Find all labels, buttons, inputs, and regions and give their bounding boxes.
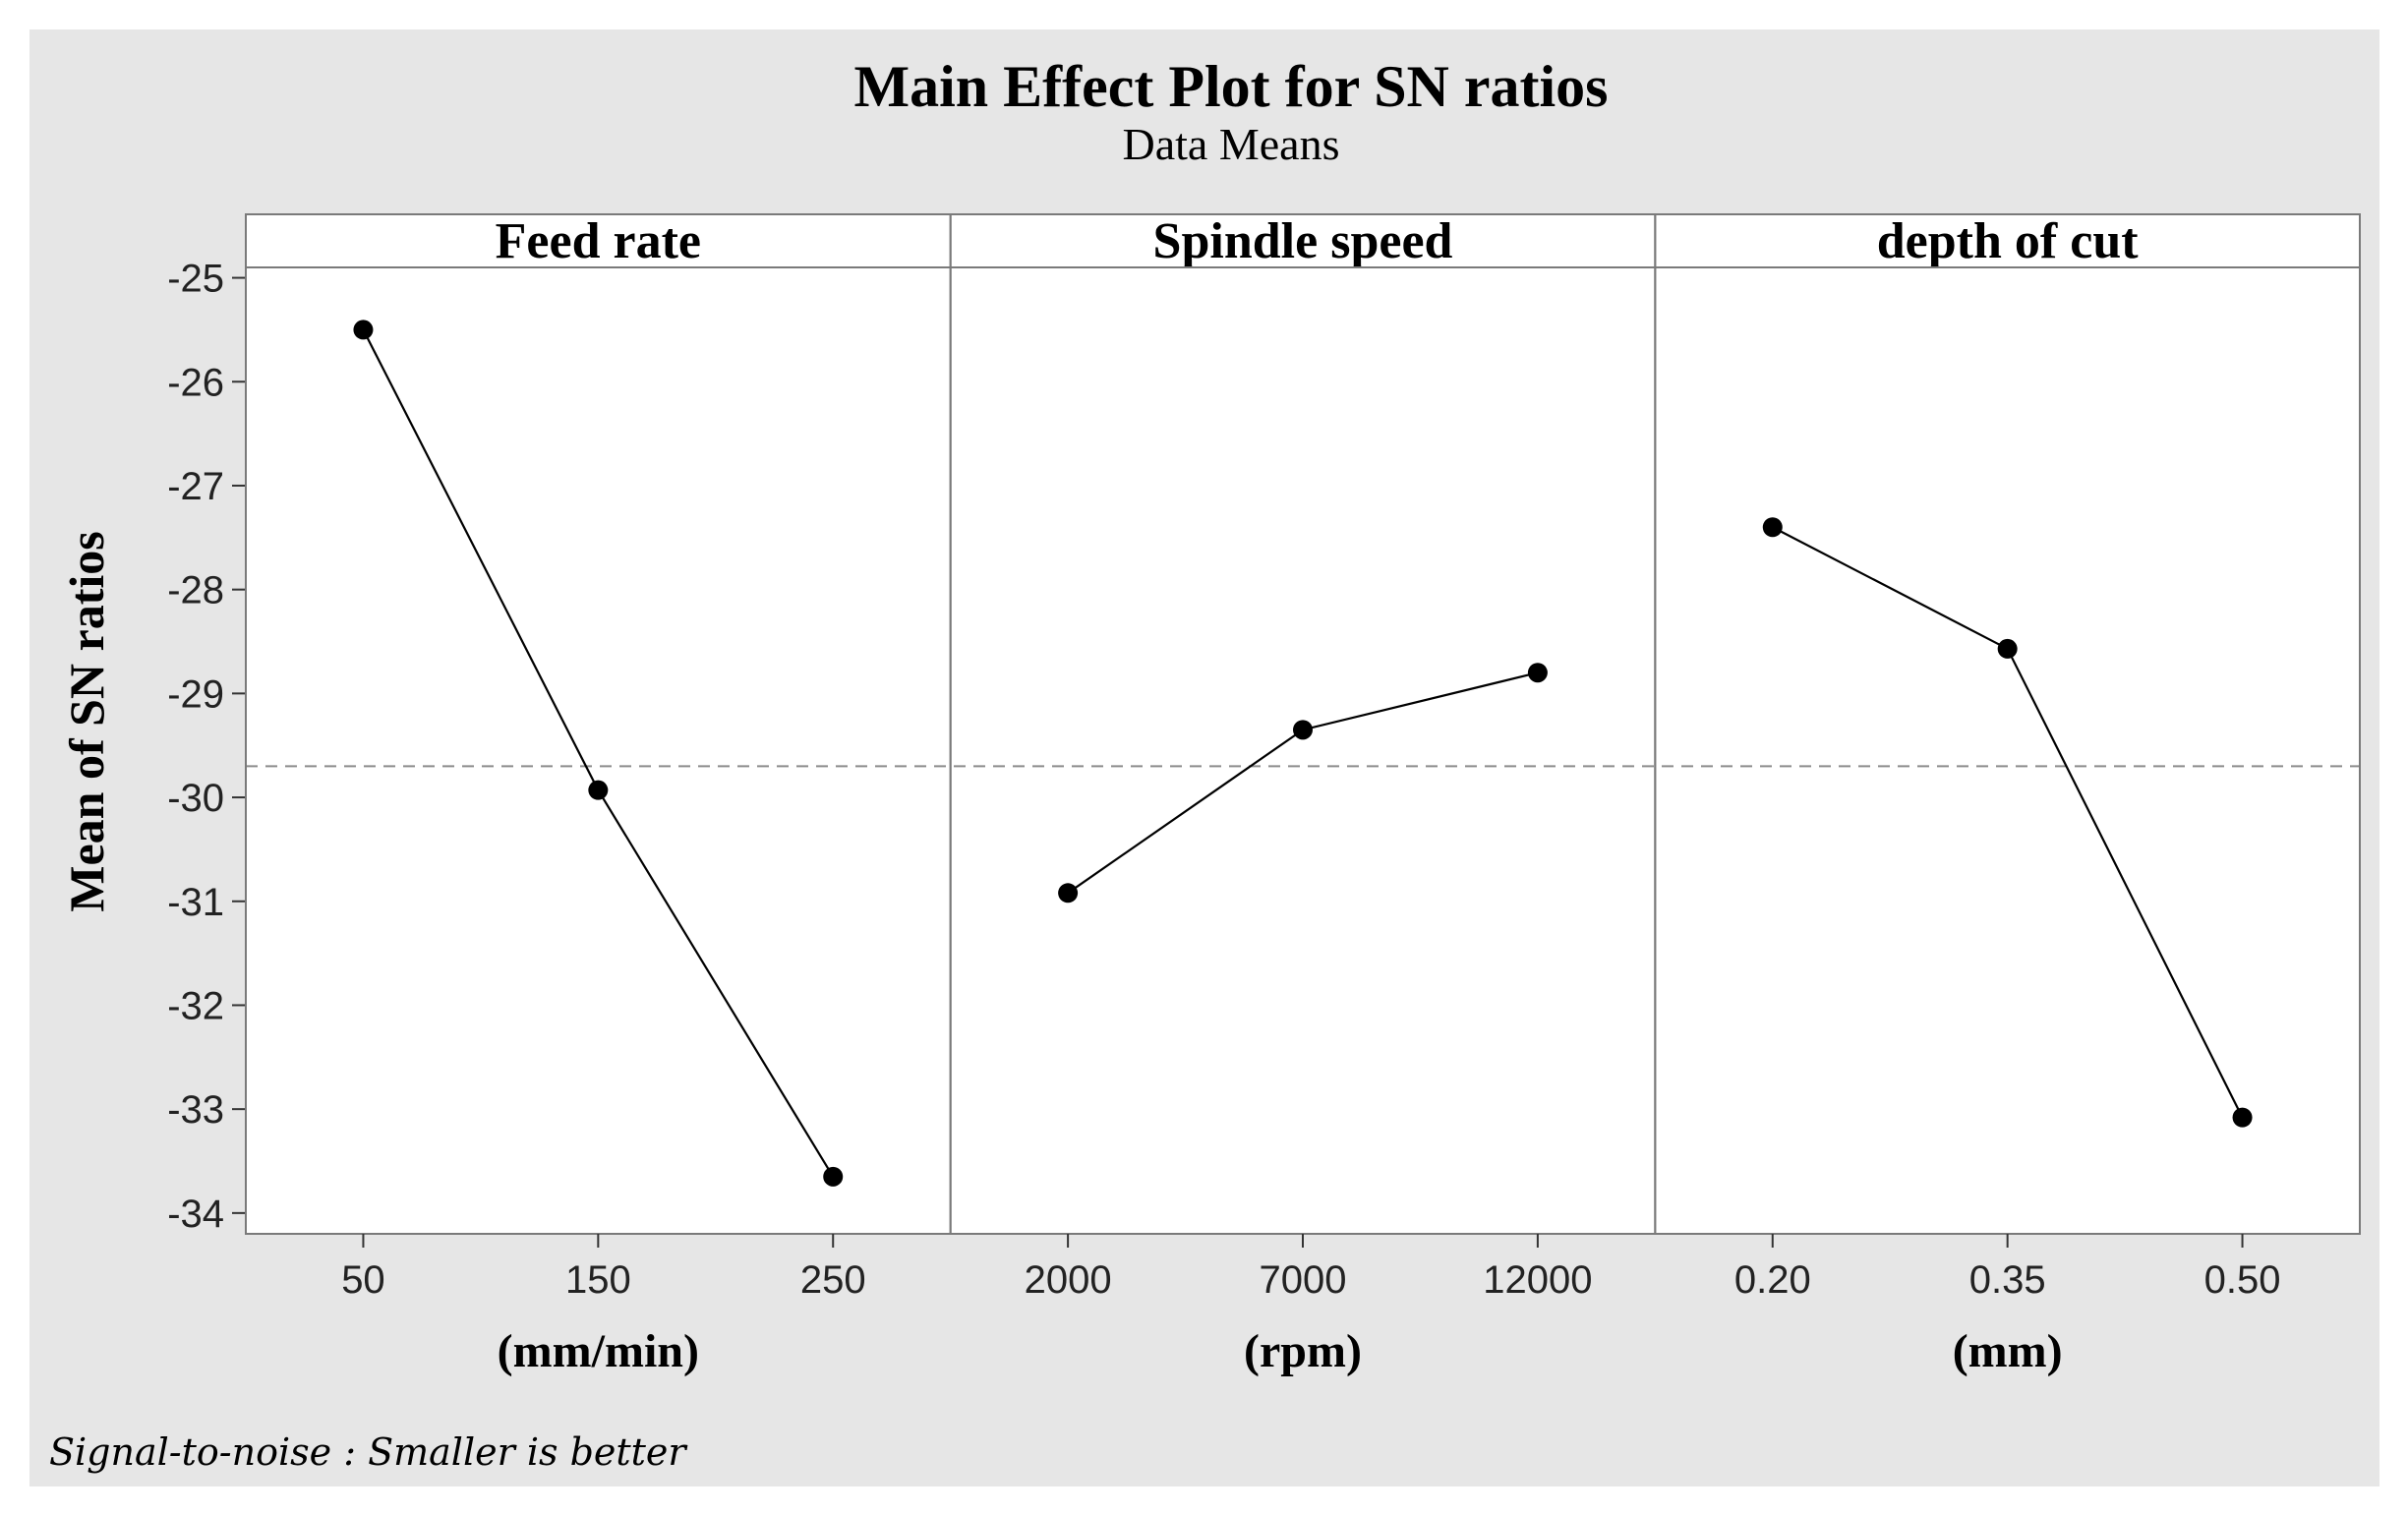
x-tick-label: 250 <box>800 1258 866 1302</box>
panel-title: Feed rate <box>496 213 701 269</box>
x-tick-label: 150 <box>565 1258 631 1302</box>
data-point <box>1762 517 1783 538</box>
x-tick-label: 0.20 <box>1734 1258 1811 1302</box>
y-tick-label: -28 <box>167 569 224 612</box>
y-tick-label: -34 <box>167 1193 224 1236</box>
data-point <box>588 780 609 800</box>
x-axis-unit: (rpm) <box>1244 1325 1362 1377</box>
data-point <box>823 1166 844 1187</box>
panel-title: depth of cut <box>1877 213 2139 269</box>
x-tick-label: 0.50 <box>2204 1258 2281 1302</box>
x-axis-unit: (mm) <box>1953 1325 2063 1377</box>
data-point <box>1058 883 1079 903</box>
chart-title: Main Effect Plot for SN ratios <box>853 54 1608 119</box>
footnote: Signal-to-noise : Smaller is better <box>49 1430 688 1474</box>
y-tick-label: -31 <box>167 881 224 924</box>
y-tick-label: -25 <box>167 258 224 301</box>
y-tick-label: -30 <box>167 777 224 820</box>
plot-area: -25 -26 -27 -28 -29 -30 -31 -32 -33 -34 Feed rate 5… <box>167 213 2362 1377</box>
x-tick-label: 12000 <box>1483 1258 1592 1302</box>
x-tick-label: 50 <box>341 1258 385 1302</box>
panel-title: Spindle speed <box>1153 213 1453 269</box>
data-point <box>353 320 374 340</box>
x-tick-label: 2000 <box>1025 1258 1112 1302</box>
x-tick-label: 7000 <box>1260 1258 1347 1302</box>
y-tick-label: -32 <box>167 984 224 1027</box>
y-tick-label: -26 <box>167 361 224 404</box>
y-tick-label: -29 <box>167 672 224 716</box>
y-tick-label: -27 <box>167 465 224 508</box>
data-point <box>2232 1107 2253 1128</box>
y-tick-label: -33 <box>167 1088 224 1132</box>
data-point <box>1997 638 2018 659</box>
data-point <box>1527 663 1548 683</box>
x-axis-unit: (mm/min) <box>498 1325 699 1377</box>
y-axis-label: Mean of SN ratios <box>59 531 114 911</box>
chart-subtitle: Data Means <box>1123 119 1340 169</box>
x-tick-label: 0.35 <box>1969 1258 2046 1302</box>
data-point <box>1293 720 1313 740</box>
